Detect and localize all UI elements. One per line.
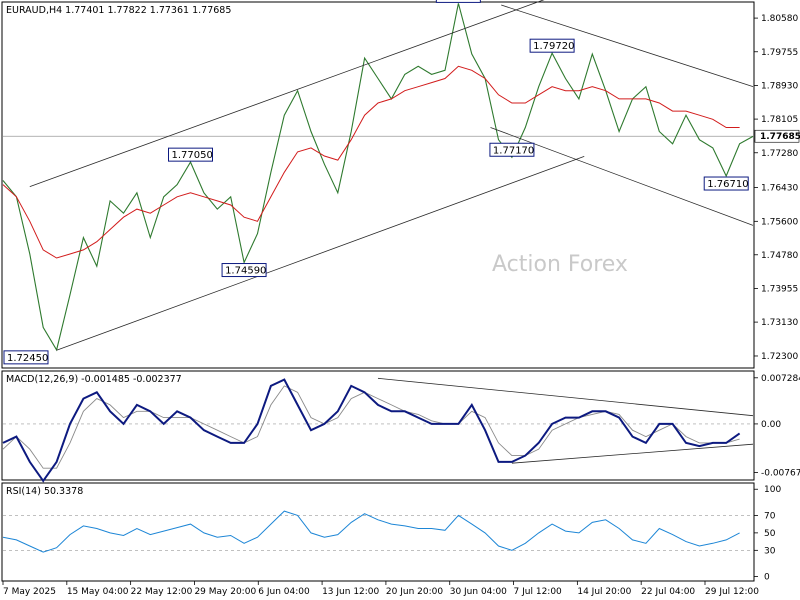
macd-tick-label: 0.00 bbox=[761, 420, 781, 430]
symbol-header: EURAUD,H4 1.77401 1.77822 1.77361 1.7768… bbox=[6, 5, 231, 16]
level-label-box bbox=[3, 350, 49, 365]
price-tick-label: 1.73130 bbox=[761, 318, 798, 328]
macd-signal-line bbox=[2, 385, 740, 469]
price-tick-label: 1.79755 bbox=[761, 48, 798, 58]
time-tick-label: 15 May 04:00 bbox=[67, 587, 129, 597]
price-trendlines bbox=[29, 0, 754, 351]
price-panel-frame bbox=[1, 1, 755, 369]
level-label: 1.77050 bbox=[172, 150, 213, 161]
level-label-box bbox=[221, 263, 267, 278]
price-tick-label: 1.73955 bbox=[761, 284, 798, 294]
moving-average-line bbox=[2, 65, 740, 259]
macd-axis: 0.007284 0.00 -0.007675 bbox=[754, 374, 800, 479]
price-annotations: 1.72450 1.77050 1.74590 1.80940 1.77170 1.797… bbox=[3, 0, 749, 365]
current-price-label: 1.77685 bbox=[760, 132, 800, 142]
time-tick-label: 7 Jul 12:00 bbox=[514, 587, 563, 597]
macd-line bbox=[2, 378, 741, 483]
time-tick-label: 6 Jun 04:00 bbox=[258, 587, 310, 597]
rsi-panel-frame bbox=[1, 482, 755, 582]
macd-series bbox=[2, 377, 754, 483]
macd-tick-label: 0.007284 bbox=[761, 374, 800, 384]
macd-tick-label: -0.007675 bbox=[761, 469, 800, 479]
macd-title: MACD(12,26,9) -0.001485 -0.002377 bbox=[6, 374, 182, 385]
rsi-tick-label: 70 bbox=[764, 511, 776, 521]
time-tick-label: 22 Jul 04:00 bbox=[641, 587, 695, 597]
price-tick-label: 1.78930 bbox=[761, 81, 798, 91]
price-line bbox=[2, 3, 754, 352]
level-label: 1.72450 bbox=[7, 353, 48, 364]
rsi-line bbox=[2, 510, 740, 553]
macd-upper-trendline bbox=[377, 377, 754, 417]
rsi-tick-label: 100 bbox=[764, 485, 781, 495]
price-tick-label: 1.76430 bbox=[761, 183, 798, 193]
rsi-series bbox=[2, 510, 753, 553]
watermark: Action Forex bbox=[492, 252, 628, 277]
level-label-box bbox=[168, 147, 213, 162]
time-tick-label: 7 May 2025 bbox=[3, 587, 56, 597]
level-label: 1.77170 bbox=[493, 145, 534, 156]
level-label: 1.76710 bbox=[707, 179, 748, 190]
time-tick-label: 14 Jul 20:00 bbox=[577, 587, 631, 597]
channel-upper-line bbox=[29, 0, 545, 188]
price-tick-label: 1.74780 bbox=[761, 251, 798, 261]
time-axis: 7 May 2025 15 May 04:00 22 May 12:00 29 May… bbox=[2, 581, 759, 597]
rsi-tick-label: 50 bbox=[764, 529, 776, 539]
rsi-axis: 100 70 50 30 0 bbox=[754, 485, 781, 583]
rsi-tick-label: 0 bbox=[764, 573, 770, 583]
current-price-box bbox=[754, 129, 800, 143]
price-tick-label: 1.77280 bbox=[761, 149, 798, 159]
price-tick-label: 1.72300 bbox=[761, 352, 798, 362]
price-tick-label: 1.80580 bbox=[761, 14, 798, 24]
level-label-box bbox=[529, 38, 575, 53]
price-tick-label: 1.75600 bbox=[761, 217, 798, 227]
rsi-tick-label: 30 bbox=[764, 546, 776, 556]
level-label-box bbox=[489, 142, 535, 157]
rsi-title: RSI(14) 50.3378 bbox=[6, 486, 83, 497]
macd-lower-trendline bbox=[511, 443, 754, 464]
level-label-box bbox=[435, 0, 481, 3]
price-axis: 1.80580 1.79755 1.78930 1.78105 1.77280 1.764… bbox=[754, 14, 800, 362]
level-label: 1.74590 bbox=[225, 266, 266, 277]
time-tick-label: 29 Jul 12:00 bbox=[705, 587, 759, 597]
level-label: 1.79720 bbox=[533, 41, 574, 52]
price-tick-label: 1.78105 bbox=[761, 115, 798, 125]
time-tick-label: 20 Jun 20:00 bbox=[386, 587, 443, 597]
macd-panel-frame bbox=[1, 370, 755, 481]
level-label: 1.80940 bbox=[439, 0, 480, 2]
channel-lower-line bbox=[56, 156, 585, 351]
time-tick-label: 30 Jun 04:00 bbox=[450, 587, 507, 597]
time-tick-label: 29 May 20:00 bbox=[194, 587, 256, 597]
time-tick-label: 13 Jun 12:00 bbox=[322, 587, 379, 597]
level-label-box bbox=[703, 176, 749, 191]
price-series bbox=[2, 3, 754, 352]
time-tick-label: 22 May 12:00 bbox=[131, 587, 193, 597]
falling-upper-line bbox=[501, 4, 754, 88]
